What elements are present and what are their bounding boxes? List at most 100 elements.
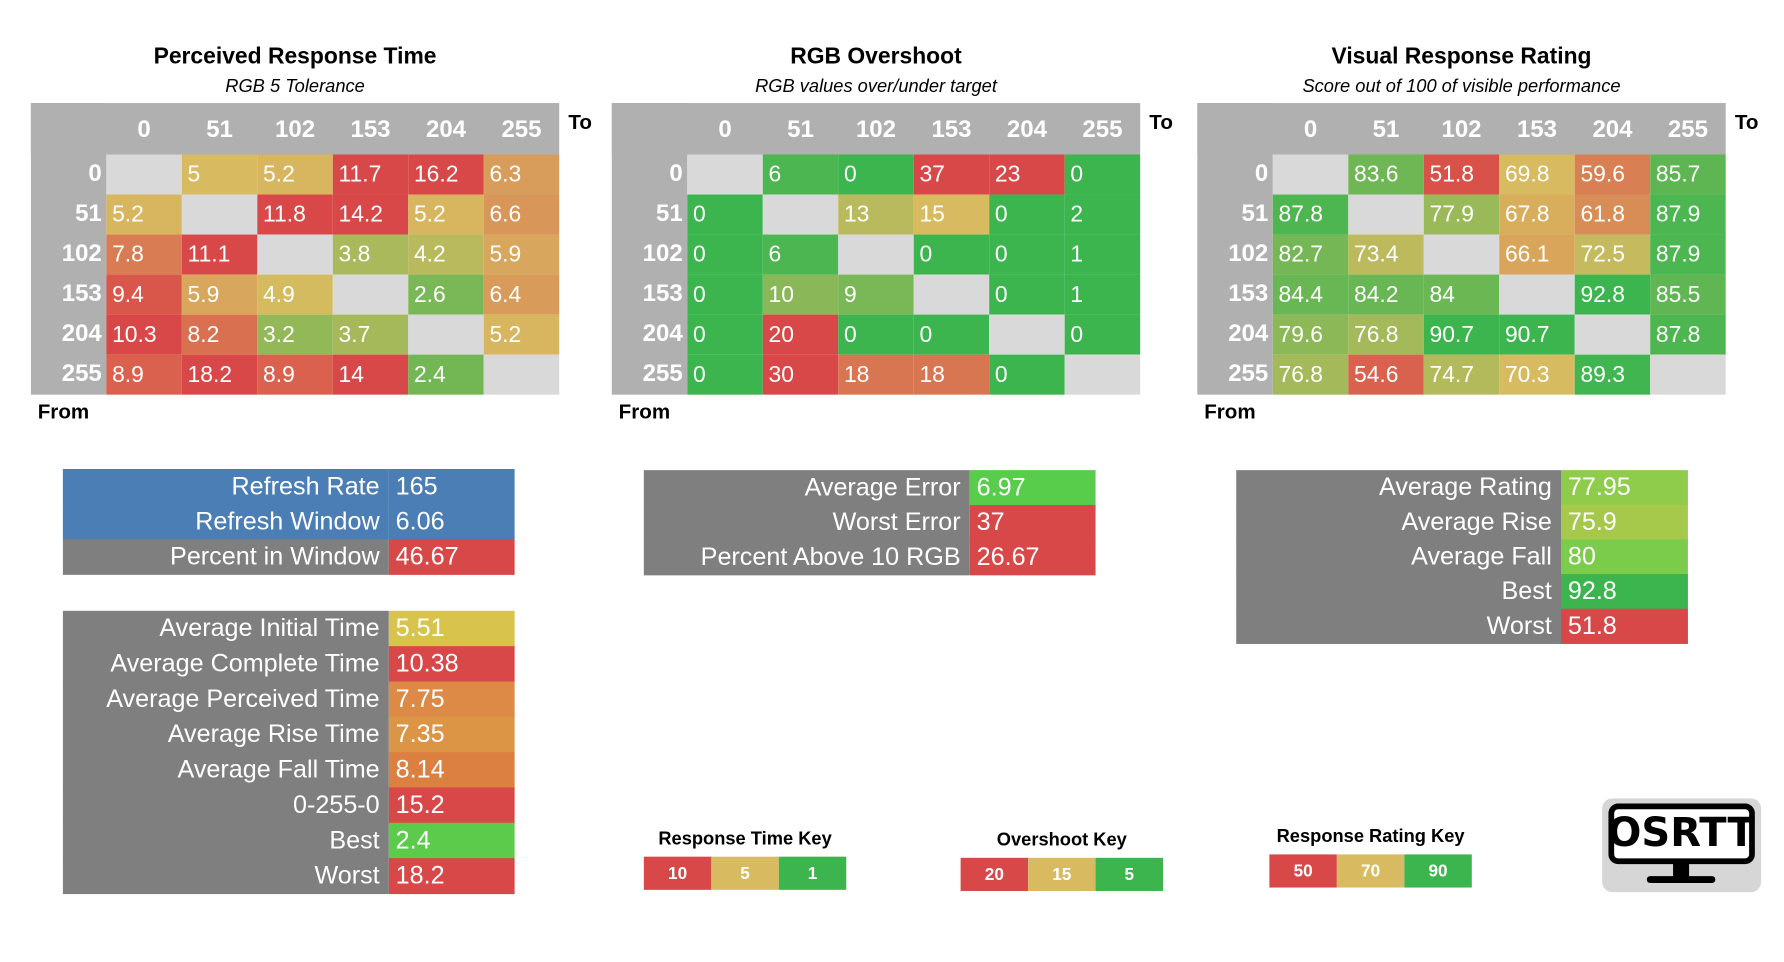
heatmap-cell xyxy=(1499,314,1575,355)
cell-value: 10.3 xyxy=(112,321,157,347)
summary-value: 80 xyxy=(1568,543,1596,571)
logo-stand xyxy=(1673,861,1690,878)
cell-value: 61.8 xyxy=(1580,201,1625,227)
cell-value: 84.4 xyxy=(1279,281,1324,307)
summary-label-cell xyxy=(62,468,389,505)
summary-value-cell xyxy=(388,787,515,824)
cell-value: 0 xyxy=(844,161,857,187)
cell-value: 11.7 xyxy=(339,161,382,187)
key-title: Overshoot Key xyxy=(997,828,1128,849)
row-header: 102 xyxy=(62,240,102,267)
summary-value-cell xyxy=(388,822,515,859)
cell-value: 14 xyxy=(339,361,365,387)
summary-value: 6.06 xyxy=(396,507,445,535)
key-value: 5 xyxy=(740,863,750,883)
heatmap-title: Visual Response Rating xyxy=(1332,42,1592,68)
summary-label: Average Fall Time xyxy=(178,756,380,784)
summary-value: 37 xyxy=(977,508,1005,536)
cell-value: 87.9 xyxy=(1656,201,1701,227)
heatmap-cell xyxy=(257,354,333,395)
empty-cell xyxy=(989,314,1065,355)
cell-value: 3.7 xyxy=(339,321,371,347)
cell-value: 11.1 xyxy=(188,241,231,267)
row-header: 51 xyxy=(656,200,683,227)
summary-label: Percent in Window xyxy=(170,543,380,571)
column-header: 0 xyxy=(137,116,150,143)
heatmap-cell xyxy=(989,354,1065,395)
heatmap-cell xyxy=(408,274,484,315)
header-background xyxy=(1197,103,1726,155)
cell-value: 1 xyxy=(1070,281,1083,307)
heatmap-cell xyxy=(913,314,990,355)
column-header: 204 xyxy=(426,116,467,143)
key-swatch xyxy=(778,856,847,890)
key-swatch xyxy=(1095,857,1164,891)
to-label: To xyxy=(1149,111,1173,134)
row-header: 51 xyxy=(1242,200,1269,227)
summary-label-cell xyxy=(62,858,389,895)
cell-value: 67.8 xyxy=(1505,201,1550,227)
key-swatch xyxy=(1269,854,1337,888)
summary-label-cell xyxy=(62,610,389,647)
cell-value: 4.9 xyxy=(263,281,295,307)
cell-value: 13 xyxy=(844,201,869,227)
summary-label: Worst xyxy=(314,862,379,890)
cell-value: 6 xyxy=(768,161,781,187)
cell-value: 0 xyxy=(919,241,932,267)
empty-cell xyxy=(483,354,560,395)
key-value: 5 xyxy=(1125,864,1135,884)
heatmap-cell xyxy=(762,354,839,395)
heatmap-cell xyxy=(838,274,914,315)
summary-label: Best xyxy=(1502,577,1552,605)
cell-value: 6.3 xyxy=(489,161,521,187)
heatmap-cell xyxy=(838,354,914,395)
cell-value: 9 xyxy=(844,281,857,307)
heatmap-cell xyxy=(408,234,484,275)
logo-base xyxy=(1646,876,1716,883)
cell-value: 85.7 xyxy=(1656,161,1701,187)
summary-value: 77.95 xyxy=(1568,473,1631,501)
summary-value: 8.14 xyxy=(396,756,445,784)
cell-value: 51.8 xyxy=(1429,161,1474,187)
heatmap-cell xyxy=(1423,154,1500,195)
empty-cell xyxy=(1064,354,1141,395)
cell-value: 0 xyxy=(995,361,1008,387)
key-swatch xyxy=(1336,854,1405,888)
column-header: 51 xyxy=(787,116,814,143)
heatmap-cell xyxy=(1499,194,1575,235)
cell-value: 90.7 xyxy=(1505,321,1550,347)
heatmap-cell xyxy=(1650,194,1726,235)
row-header: 255 xyxy=(62,360,102,387)
cell-value: 18 xyxy=(844,361,869,387)
heatmap-cell xyxy=(1064,234,1141,275)
heatmap-cell xyxy=(1423,194,1500,235)
heatmap-cell xyxy=(1650,274,1726,315)
summary-label-cell xyxy=(62,716,389,753)
heatmap-cell xyxy=(181,234,258,275)
cell-value: 85.5 xyxy=(1656,281,1701,307)
summary-label: Average Rating xyxy=(1379,473,1552,501)
summary-value: 75.9 xyxy=(1568,508,1617,536)
summary-label-cell xyxy=(1236,574,1561,610)
empty-cell xyxy=(913,274,990,315)
cell-value: 87.9 xyxy=(1656,241,1701,267)
heatmap-cell xyxy=(332,234,409,275)
column-header: 153 xyxy=(1517,116,1557,143)
cell-value: 72.5 xyxy=(1580,241,1625,267)
heatmap-cell xyxy=(106,234,182,275)
key-swatch xyxy=(960,857,1029,891)
cell-value: 74.7 xyxy=(1429,361,1474,387)
heatmap-cell xyxy=(687,314,763,355)
heatmap-cell xyxy=(483,274,560,315)
heatmap-cell xyxy=(181,354,258,395)
cell-value: 0 xyxy=(995,201,1008,227)
summary-label-cell xyxy=(62,539,389,575)
cell-value: 0 xyxy=(693,321,706,347)
heatmap-cell xyxy=(1574,234,1651,275)
summary-value-cell xyxy=(388,752,515,789)
key-title: Response Time Key xyxy=(658,827,832,848)
heatmap-cell xyxy=(1064,314,1141,355)
empty-cell xyxy=(1650,354,1726,395)
empty-cell xyxy=(762,194,839,235)
